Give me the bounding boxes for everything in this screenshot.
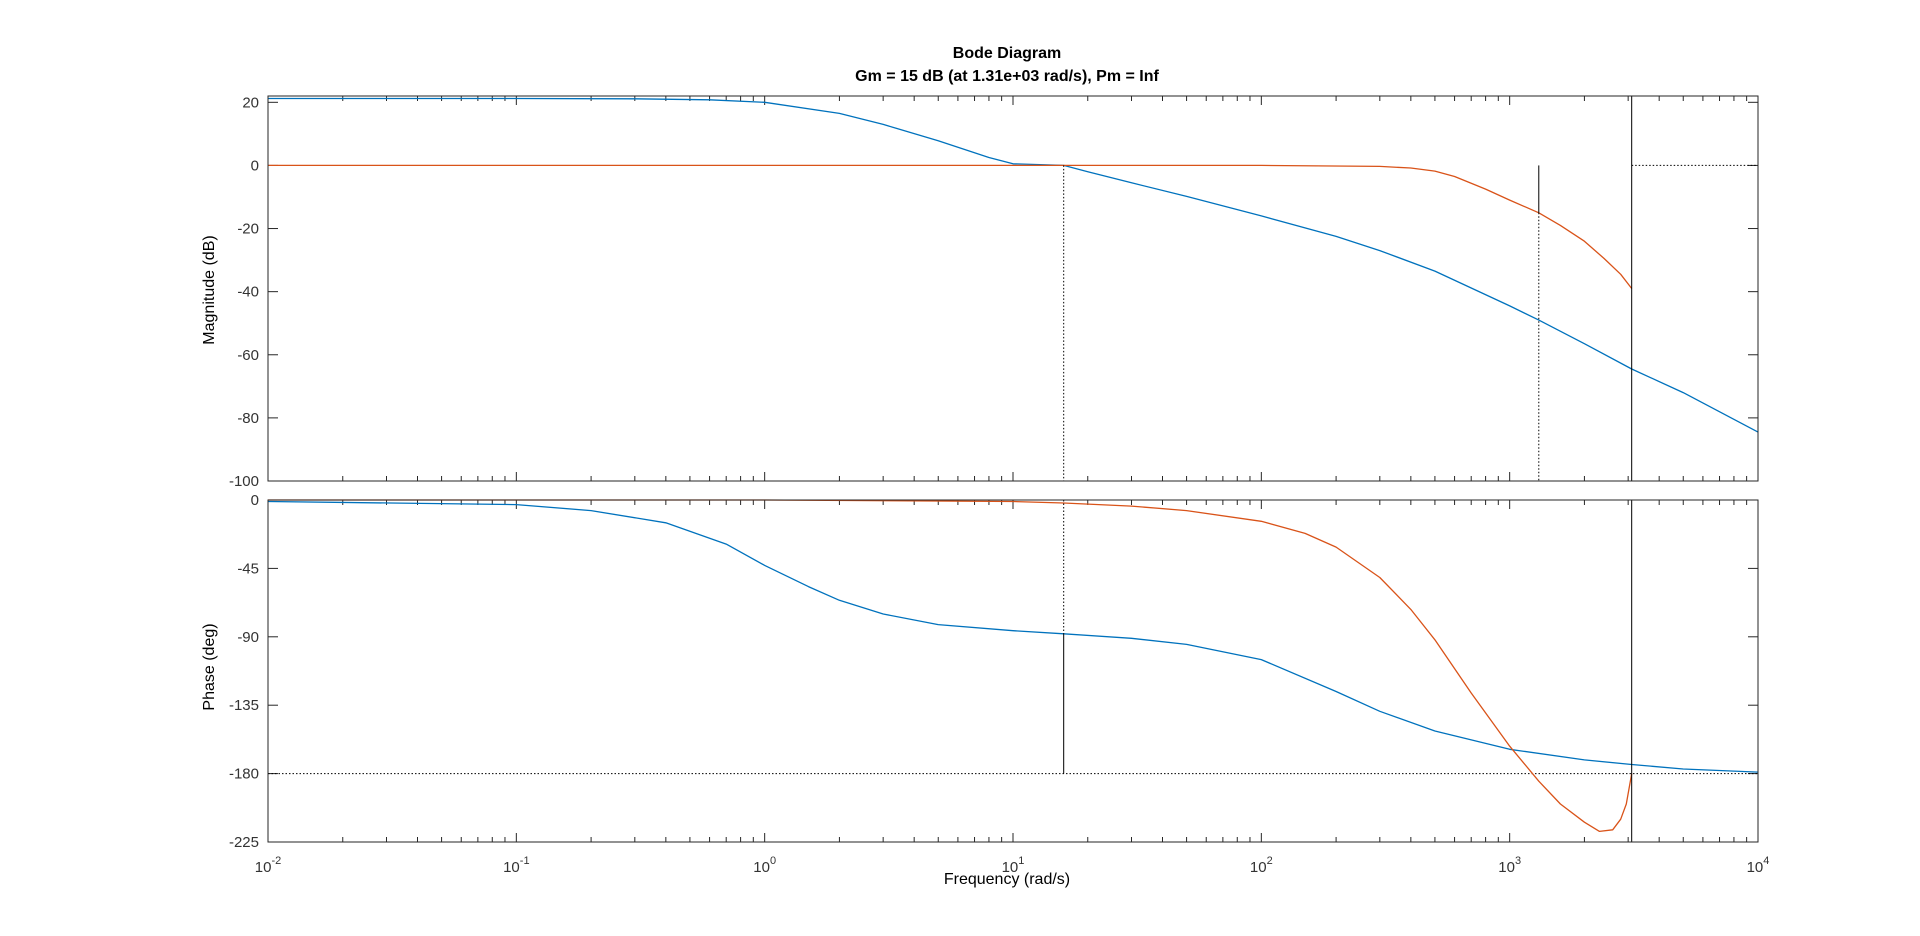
magnitude-y-axis-label: Magnitude (dB)	[201, 235, 218, 344]
phase-y-tick-label: -135	[229, 697, 259, 714]
x-tick-exponent: 0	[770, 855, 776, 867]
magnitude-axes-frame	[267, 95, 1759, 482]
magnitude-axes: 20 0 -20 -40 -60 -80 -100	[229, 94, 1759, 490]
x-tick-base: 10	[1002, 859, 1019, 876]
magnitude-y-tick-label: -40	[237, 284, 259, 301]
x-tick-exponent: 4	[1763, 855, 1769, 867]
x-tick-label: 102	[1250, 855, 1273, 876]
magnitude-y-tick-label: -20	[237, 221, 259, 238]
x-tick-exponent: 3	[1515, 855, 1521, 867]
phase-y-axis-label: Phase (deg)	[201, 623, 218, 710]
x-tick-base: 10	[503, 859, 520, 876]
phase-y-tick-label: 0	[251, 492, 259, 509]
x-tick-exponent: -1	[520, 855, 530, 867]
x-tick-label: 103	[1498, 855, 1521, 876]
x-tick-exponent: 1	[1018, 855, 1024, 867]
phase-axes-frame	[267, 499, 1759, 843]
x-tick-base: 10	[753, 859, 770, 876]
x-tick-label: 101	[1002, 855, 1025, 876]
chart-subtitle: Gm = 15 dB (at 1.31e+03 rad/s), Pm = Inf	[855, 68, 1159, 85]
x-tick-label: 100	[753, 855, 776, 876]
magnitude-y-tick-label: -80	[237, 410, 259, 427]
x-tick-base: 10	[1250, 859, 1267, 876]
magnitude-y-tick-label: 20	[242, 94, 259, 111]
magnitude-y-tick-label: -60	[237, 347, 259, 364]
x-tick-label: 10-1	[503, 855, 529, 876]
x-tick-label: 10-2	[255, 855, 281, 876]
phase-y-tick-label: -90	[237, 629, 259, 646]
magnitude-y-tick-label: 0	[251, 157, 259, 174]
x-tick-exponent: 2	[1267, 855, 1273, 867]
x-tick-label: 104	[1747, 855, 1770, 876]
chart-title: Bode Diagram	[953, 45, 1061, 62]
x-tick-base: 10	[255, 859, 272, 876]
magnitude-series-2-line	[268, 164, 1633, 289]
phase-y-tick-label: -45	[237, 560, 259, 577]
x-tick-base: 10	[1747, 859, 1764, 876]
phase-series-1-line	[267, 500, 1759, 773]
magnitude-y-tick-label: -100	[229, 473, 259, 490]
magnitude-series-1-line	[268, 97, 1759, 433]
phase-y-tick-label: -180	[229, 766, 259, 783]
phase-series-2-line	[268, 499, 1633, 833]
phase-y-tick-label: -225	[229, 834, 259, 851]
x-axis-label: Frequency (rad/s)	[944, 871, 1070, 888]
x-tick-exponent: -2	[271, 855, 281, 867]
x-tick-base: 10	[1498, 859, 1515, 876]
